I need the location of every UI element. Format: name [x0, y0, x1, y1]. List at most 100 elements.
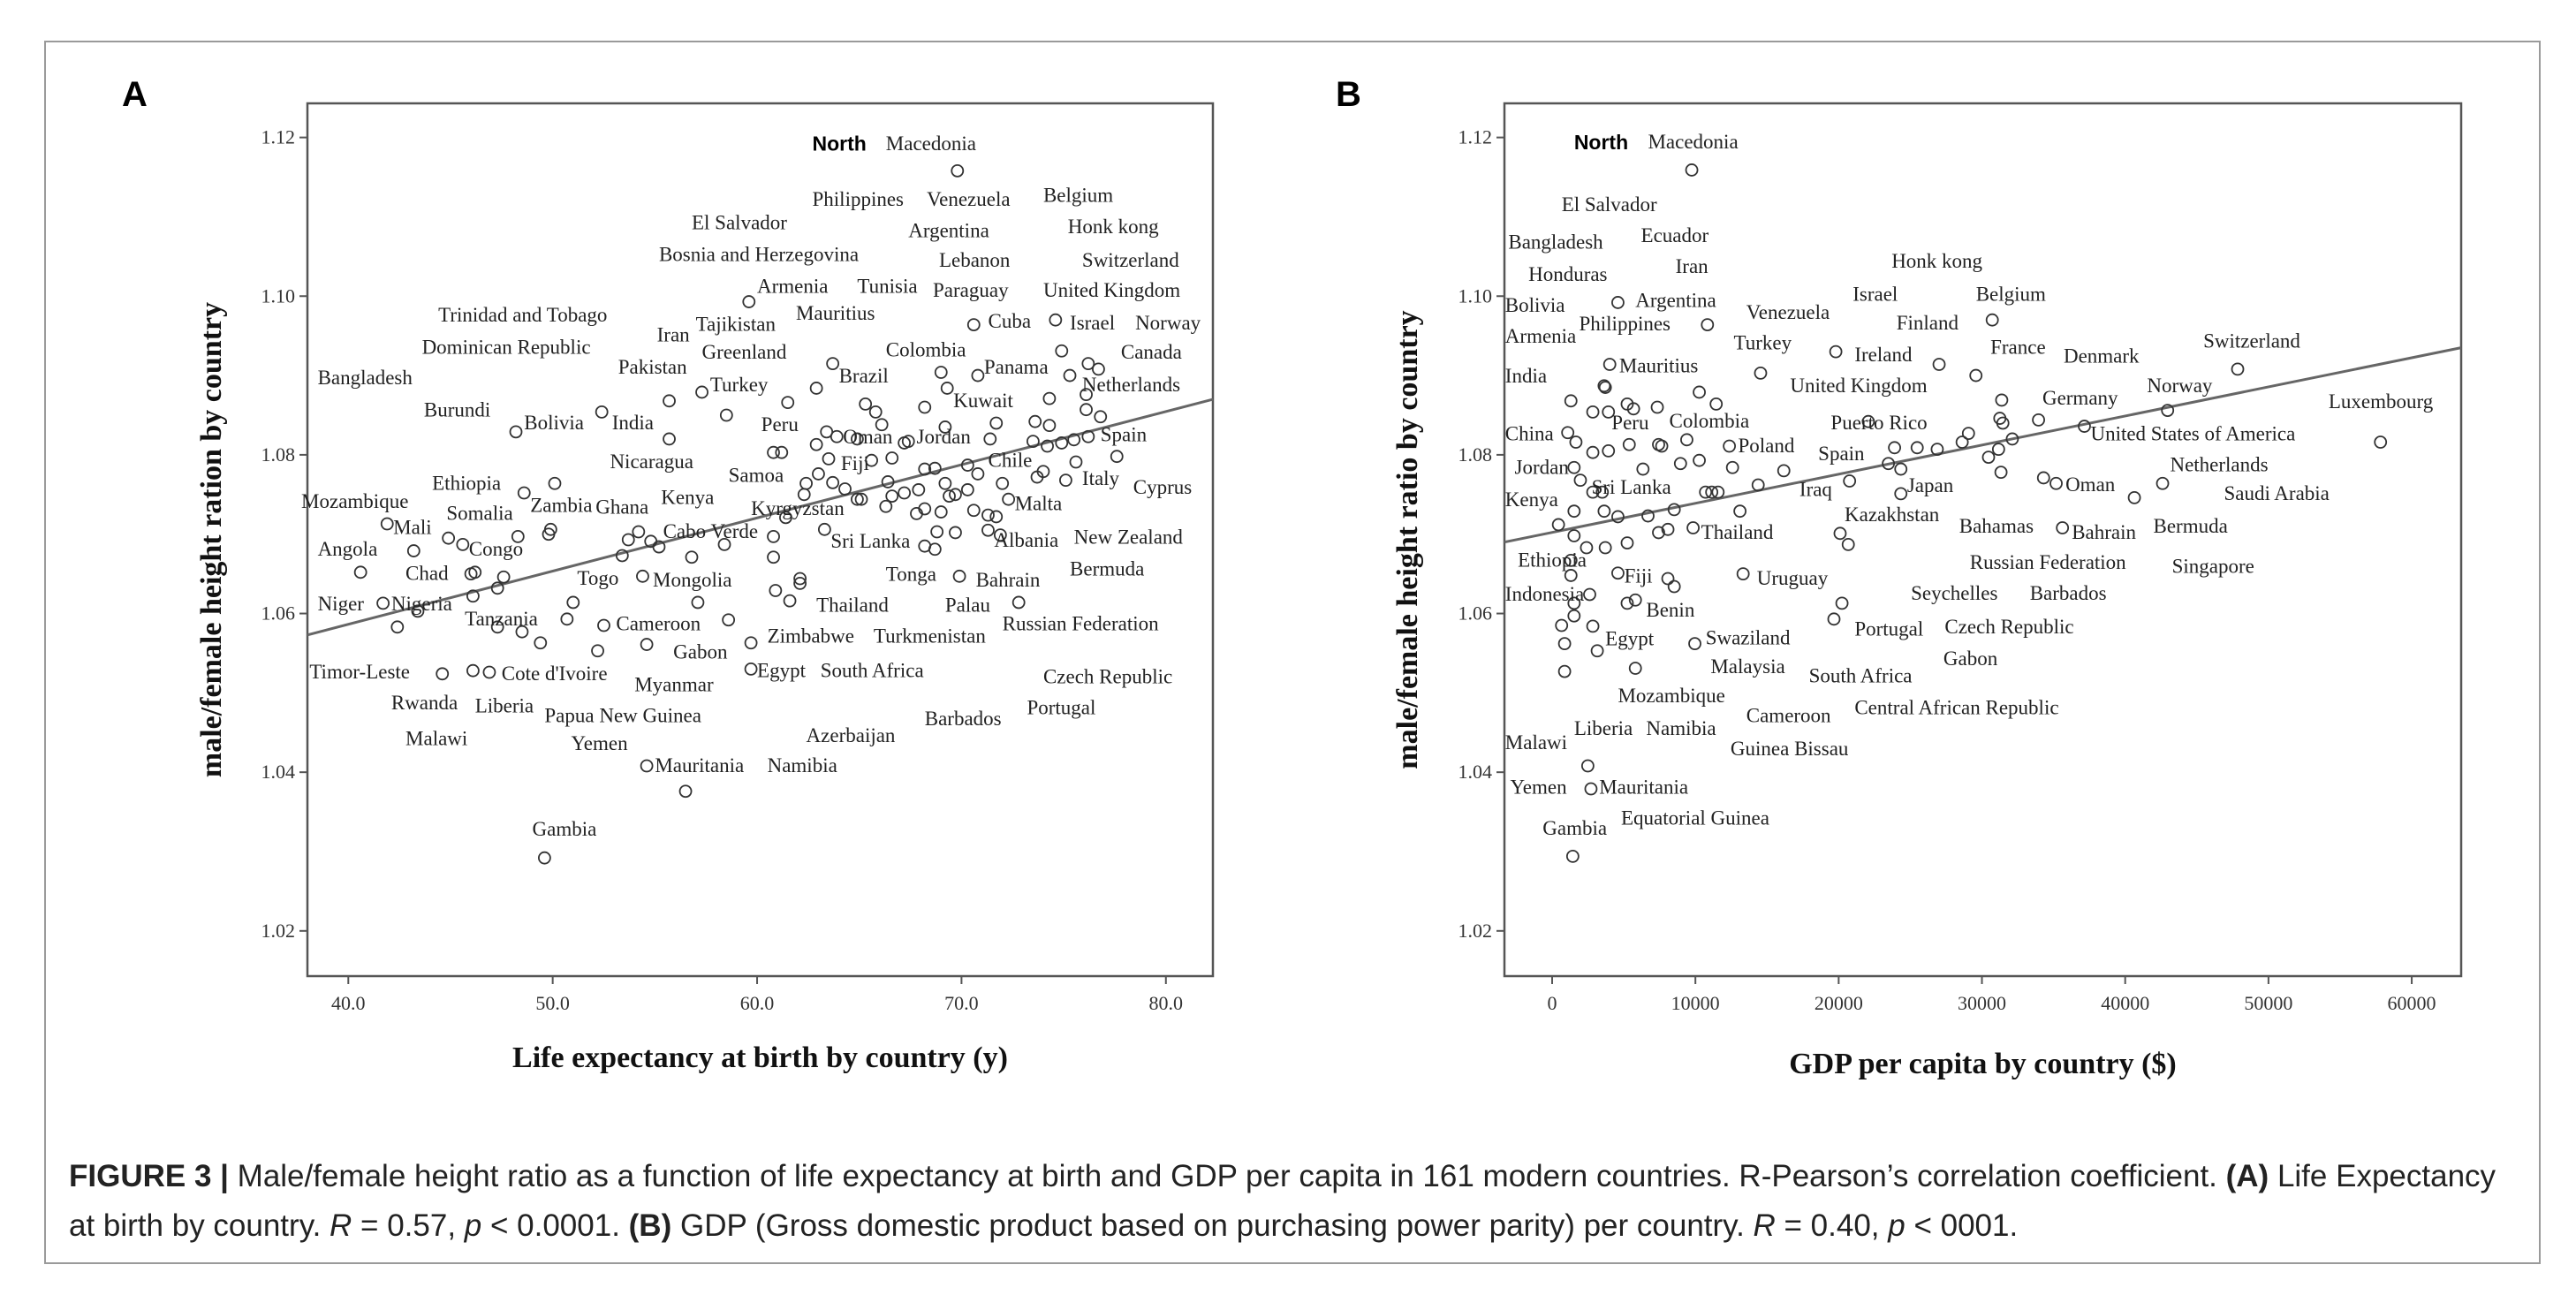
- panel-a-y-tick-label: 1.12: [261, 126, 296, 148]
- panel-a-data-point: [621, 533, 635, 547]
- panel-a-data-point: [468, 565, 482, 579]
- panel-a-data-point: [881, 475, 895, 488]
- panel-a-data-point: [793, 572, 807, 586]
- panel-a-country-label: Myanmar: [634, 673, 714, 695]
- panel-b-data-point: [1628, 593, 1642, 607]
- panel-b-data-point: [1586, 405, 1600, 419]
- panel-a-data-point: [515, 625, 529, 639]
- panel-a-country-label: Fiji: [841, 452, 869, 474]
- panel-b-country-label: Ecuador: [1641, 224, 1709, 246]
- panel-b-data-point: [1699, 485, 1713, 499]
- panel-b-country-label: Russian Federation: [1970, 551, 2126, 573]
- panel-a-country-label: Portugal: [1027, 696, 1095, 718]
- panel-b-y-tick-label: 1.10: [1458, 284, 1493, 307]
- panel-b-data-point: [1981, 451, 1996, 464]
- panel-a-data-point: [353, 565, 367, 579]
- panel-a-data-point: [960, 458, 974, 472]
- panel-b-country-label: Singapore: [2172, 556, 2254, 578]
- panel-a-data-point: [826, 475, 840, 489]
- panel-a-data-point: [918, 400, 932, 414]
- panel-b-country-label: North: [1574, 131, 1628, 154]
- panel-b-data-point: [1827, 612, 1841, 626]
- panel-a-data-point: [1055, 436, 1069, 450]
- panel-b-data-point: [1597, 504, 1611, 519]
- panel-a-country-label: Barbados: [925, 708, 1002, 730]
- panel-b-data-point: [1686, 521, 1700, 534]
- panel-a-x-tick-label: 60.0: [740, 992, 775, 1014]
- panel-a-data-point: [534, 636, 548, 650]
- panel-a-data-point: [1041, 439, 1054, 453]
- panel-b-data-point: [1673, 457, 1687, 471]
- panel-a-data-point: [898, 486, 912, 500]
- panel-a-data-point: [490, 581, 504, 595]
- panel-a-data-point: [875, 418, 889, 432]
- panel-a-data-point: [952, 569, 966, 583]
- panel-a-country-label: Bosnia and Herzegovina: [659, 244, 859, 266]
- panel-a-data-point: [851, 432, 864, 446]
- panel-a-country-label: Kyrgyzstan: [751, 497, 845, 519]
- panel-b-data-point: [1736, 567, 1750, 581]
- panel-a-country-label: Mongolia: [653, 569, 731, 591]
- panel-b-data-point: [1567, 504, 1581, 519]
- panel-a-data-point: [406, 544, 420, 557]
- panel-a-country-label: Colombia: [886, 338, 966, 360]
- caption-text: < 0001.: [1905, 1208, 2019, 1243]
- panel-a-data-point: [1036, 465, 1050, 479]
- panel-b-x-tick-label: 50000: [2244, 992, 2292, 1014]
- panel-b-data-point: [1701, 318, 1715, 331]
- panel-a-data-point: [722, 613, 736, 627]
- panel-a-data-point: [1055, 344, 1069, 358]
- panel-a-data-point: [918, 502, 932, 516]
- panel-b-data-point: [1557, 637, 1572, 651]
- panel-a-data-point: [912, 483, 926, 496]
- panel-a-country-label: Ghana: [595, 496, 648, 518]
- panel-b-country-label: Guinea Bissau: [1731, 738, 1849, 760]
- panel-a-country-label: Israel: [1070, 312, 1115, 334]
- panel-a-x-tick-label: 50.0: [535, 992, 570, 1014]
- panel-a-country-label: Nicaragua: [610, 451, 693, 473]
- panel-b-country-label: Liberia: [1574, 717, 1633, 739]
- panel-a-data-point: [1002, 492, 1016, 506]
- panel-b-data-point: [1567, 529, 1581, 542]
- panel-b-country-label: Ethiopia: [1518, 549, 1587, 571]
- panel-a-country-label: Congo: [469, 538, 523, 560]
- panel-a-data-point: [943, 489, 956, 503]
- panel-a-data-point: [636, 569, 649, 583]
- caption-text: GDP (Gross domestic product based on pur…: [671, 1208, 1754, 1243]
- panel-b-data-point: [1930, 443, 1944, 457]
- panel-b-data-point: [1650, 400, 1664, 414]
- panel-b-data-point: [1882, 457, 1896, 471]
- panel-a-data-point: [1028, 414, 1042, 428]
- panel-a-data-point: [695, 385, 708, 399]
- panel-b-data-point: [1555, 618, 1569, 632]
- panel-b-country-label: Belgium: [1976, 284, 2046, 306]
- panel-b-data-point: [1709, 398, 1724, 411]
- panel-a-data-point: [560, 612, 574, 626]
- panel-a-data-point: [1063, 368, 1077, 382]
- panel-a-country-label: Netherlands: [1082, 374, 1180, 396]
- panel-a-country-label: Malta: [1015, 493, 1063, 515]
- panel-b-data-point: [1655, 439, 1669, 453]
- panel-b-country-label: Gabon: [1943, 648, 1998, 670]
- panel-a-country-label: Cabo Verde: [663, 520, 759, 542]
- panel-a-data-point: [989, 416, 1004, 430]
- panel-a-data-point: [597, 618, 610, 632]
- panel-b-data-point: [2127, 490, 2141, 504]
- panel-a-data-point: [542, 527, 556, 541]
- panel-b-data-point: [1602, 358, 1617, 371]
- panel-a-country-label: Jordan: [917, 426, 972, 448]
- panel-b-country-label: Benin: [1646, 599, 1694, 621]
- panel-b-data-point: [1567, 596, 1581, 610]
- panel-a-data-point: [809, 437, 823, 451]
- panel-a-data-point: [793, 577, 807, 590]
- panel-b-country-label: Mauritania: [1599, 776, 1688, 798]
- figure-frame: [44, 41, 2541, 1264]
- panel-a-country-label: Zimbabwe: [768, 625, 854, 648]
- panel-a-data-point: [1092, 362, 1105, 376]
- panel-b-country-label: Netherlands: [2170, 454, 2268, 476]
- panel-a-data-point: [868, 405, 883, 419]
- panel-a-country-label: Sri Lanka: [830, 530, 910, 552]
- panel-a-label: A: [122, 75, 148, 114]
- panel-a-data-point: [960, 483, 974, 496]
- panel-a-data-point: [640, 759, 654, 773]
